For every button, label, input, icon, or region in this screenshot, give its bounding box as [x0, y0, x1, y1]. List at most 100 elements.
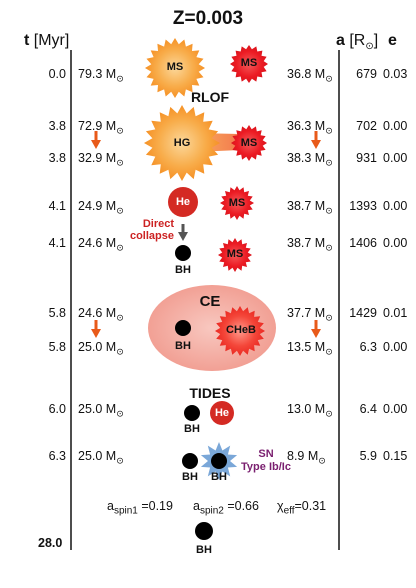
time-value-3-text: 4.1 — [48, 199, 66, 213]
sn-label-line-1: SN — [258, 448, 274, 460]
mass1-value-1-text: 72.9 M — [78, 119, 117, 133]
separation-value-0-text: 679 — [356, 67, 377, 81]
tides-label: TIDES — [189, 385, 231, 401]
mass1-value-3-text: 24.9 M — [78, 199, 117, 213]
mass1-value-8-text: 25.0 M — [78, 449, 117, 463]
down-arrow-left-1 — [91, 131, 101, 149]
direct-collapse-label: Direct collapse — [112, 218, 174, 242]
mass1-value-2-text: 32.9 M — [78, 151, 117, 165]
time-value-6: 5.8 — [22, 340, 66, 354]
spin1-sub: spin1 — [113, 505, 138, 517]
sn-label-line-2: Type Ib/Ic — [241, 461, 291, 473]
mass1-value-8-sun: ⊙ — [116, 455, 124, 466]
mass1-value-0: 79.3 M⊙ — [78, 67, 124, 85]
he-star — [168, 187, 198, 217]
time-value-8-text: 6.3 — [48, 449, 66, 463]
ms-primary-label: MS — [166, 61, 184, 73]
eccentricity-value-6: 0.00 — [383, 340, 407, 354]
ms-secondary-star-3 — [218, 238, 252, 272]
separation-value-2-text: 931 — [356, 151, 377, 165]
mass1-value-0-text: 79.3 M — [78, 67, 117, 81]
mass1-value-3: 24.9 M⊙ — [78, 199, 124, 217]
mass2-value-0: 36.8 M⊙ — [287, 67, 333, 85]
ms-secondary-label-2: MS — [228, 197, 246, 209]
time-value-2-text: 3.8 — [48, 151, 66, 165]
separation-value-7: 6.4 — [341, 402, 377, 416]
spin2-value: aspin2 =0.66 — [193, 499, 259, 517]
ms-secondary-star-2 — [220, 186, 254, 220]
separation-value-3: 1393 — [341, 199, 377, 213]
time-value-4: 4.1 — [22, 236, 66, 250]
time-value-2: 3.8 — [22, 151, 66, 165]
mass2-value-5: 37.7 M⊙ — [287, 306, 333, 324]
eccentricity-value-1-text: 0.00 — [383, 119, 408, 133]
bh-tides — [184, 405, 200, 421]
mass2-value-5-text: 37.7 M — [287, 306, 326, 320]
separation-value-0: 679 — [341, 67, 377, 81]
spin2-number: =0.66 — [223, 499, 259, 513]
eccentricity-value-7-text: 0.00 — [383, 402, 408, 416]
mass2-value-0-text: 36.8 M — [287, 67, 326, 81]
eccentricity-header: e — [388, 32, 397, 50]
down-arrow-right-2 — [311, 320, 321, 338]
eccentricity-value-0-text: 0.03 — [383, 67, 408, 81]
separation-value-2: 931 — [341, 151, 377, 165]
time-value-0: 0.0 — [22, 67, 66, 81]
time-value-3: 4.1 — [22, 199, 66, 213]
spin1-value: aspin1 =0.19 — [107, 499, 173, 517]
mass1-value-8: 25.0 M⊙ — [78, 449, 124, 467]
bh-label-ce: BH — [175, 340, 191, 352]
separation-value-4-text: 1406 — [349, 236, 377, 250]
mass1-value-6: 25.0 M⊙ — [78, 340, 124, 358]
rlof-label: RLOF — [190, 89, 230, 105]
down-arrow-right-1 — [311, 131, 321, 149]
spin2-sub: spin2 — [199, 505, 224, 517]
eccentricity-header-label: e — [388, 32, 397, 49]
separation-value-8: 5.9 — [341, 449, 377, 463]
hg-star — [144, 105, 220, 181]
separation-value-1: 702 — [341, 119, 377, 133]
mass2-value-2-text: 38.3 M — [287, 151, 326, 165]
mass2-value-4-sun: ⊙ — [325, 242, 333, 253]
mass2-value-1: 36.3 M⊙ — [287, 119, 333, 137]
bh-0 — [175, 245, 191, 261]
time-header-unit: [Myr] — [33, 32, 70, 49]
separation-value-3-text: 1393 — [349, 199, 377, 213]
time-value-5: 5.8 — [22, 306, 66, 320]
mass1-value-5: 24.6 M⊙ — [78, 306, 124, 324]
he-label-tides: He — [214, 407, 230, 419]
separation-value-5: 1429 — [341, 306, 377, 320]
mass1-value-4: 24.6 M⊙ — [78, 236, 124, 254]
direct-collapse-arrow — [178, 224, 188, 241]
mass2-value-8: 8.9 M⊙ — [287, 449, 326, 467]
separation-header-close: ] — [373, 32, 379, 49]
mass2-value-3-text: 38.7 M — [287, 199, 326, 213]
bh-label-sn-2: BH — [211, 471, 227, 483]
time-value-5-text: 5.8 — [48, 306, 66, 320]
direct-collapse-line-2: collapse — [129, 230, 174, 242]
mass1-value-6-sun: ⊙ — [116, 346, 124, 357]
time-value-8: 6.3 — [22, 449, 66, 463]
mass2-value-1-text: 36.3 M — [287, 119, 326, 133]
eccentricity-value-1: 0.00 — [383, 119, 407, 133]
separation-header-sun: ⊙ — [365, 41, 374, 53]
hg-label: HG — [173, 137, 191, 149]
ms-secondary-label-3: MS — [226, 248, 244, 260]
bh-sn-2 — [211, 453, 227, 469]
mass2-value-1-sun: ⊙ — [325, 125, 333, 136]
eccentricity-value-4-text: 0.00 — [383, 236, 408, 250]
separation-value-5-text: 1429 — [349, 306, 377, 320]
separation-header-unit: [R — [349, 32, 366, 49]
mass1-value-5-text: 24.6 M — [78, 306, 117, 320]
mass2-value-8-sun: ⊙ — [318, 455, 326, 466]
time-value-1: 3.8 — [22, 119, 66, 133]
mass1-value-7: 25.0 M⊙ — [78, 402, 124, 420]
mass2-value-2: 38.3 M⊙ — [287, 151, 333, 169]
time-value-1-text: 3.8 — [48, 119, 66, 133]
mass2-value-8-text: 8.9 M — [287, 449, 319, 463]
cheb-label: CHeB — [226, 324, 256, 336]
separation-value-7-text: 6.4 — [359, 402, 377, 416]
bh-label-0: BH — [175, 264, 191, 276]
spin2-symbol: a — [193, 499, 200, 513]
separation-value-6-text: 6.3 — [359, 340, 377, 354]
